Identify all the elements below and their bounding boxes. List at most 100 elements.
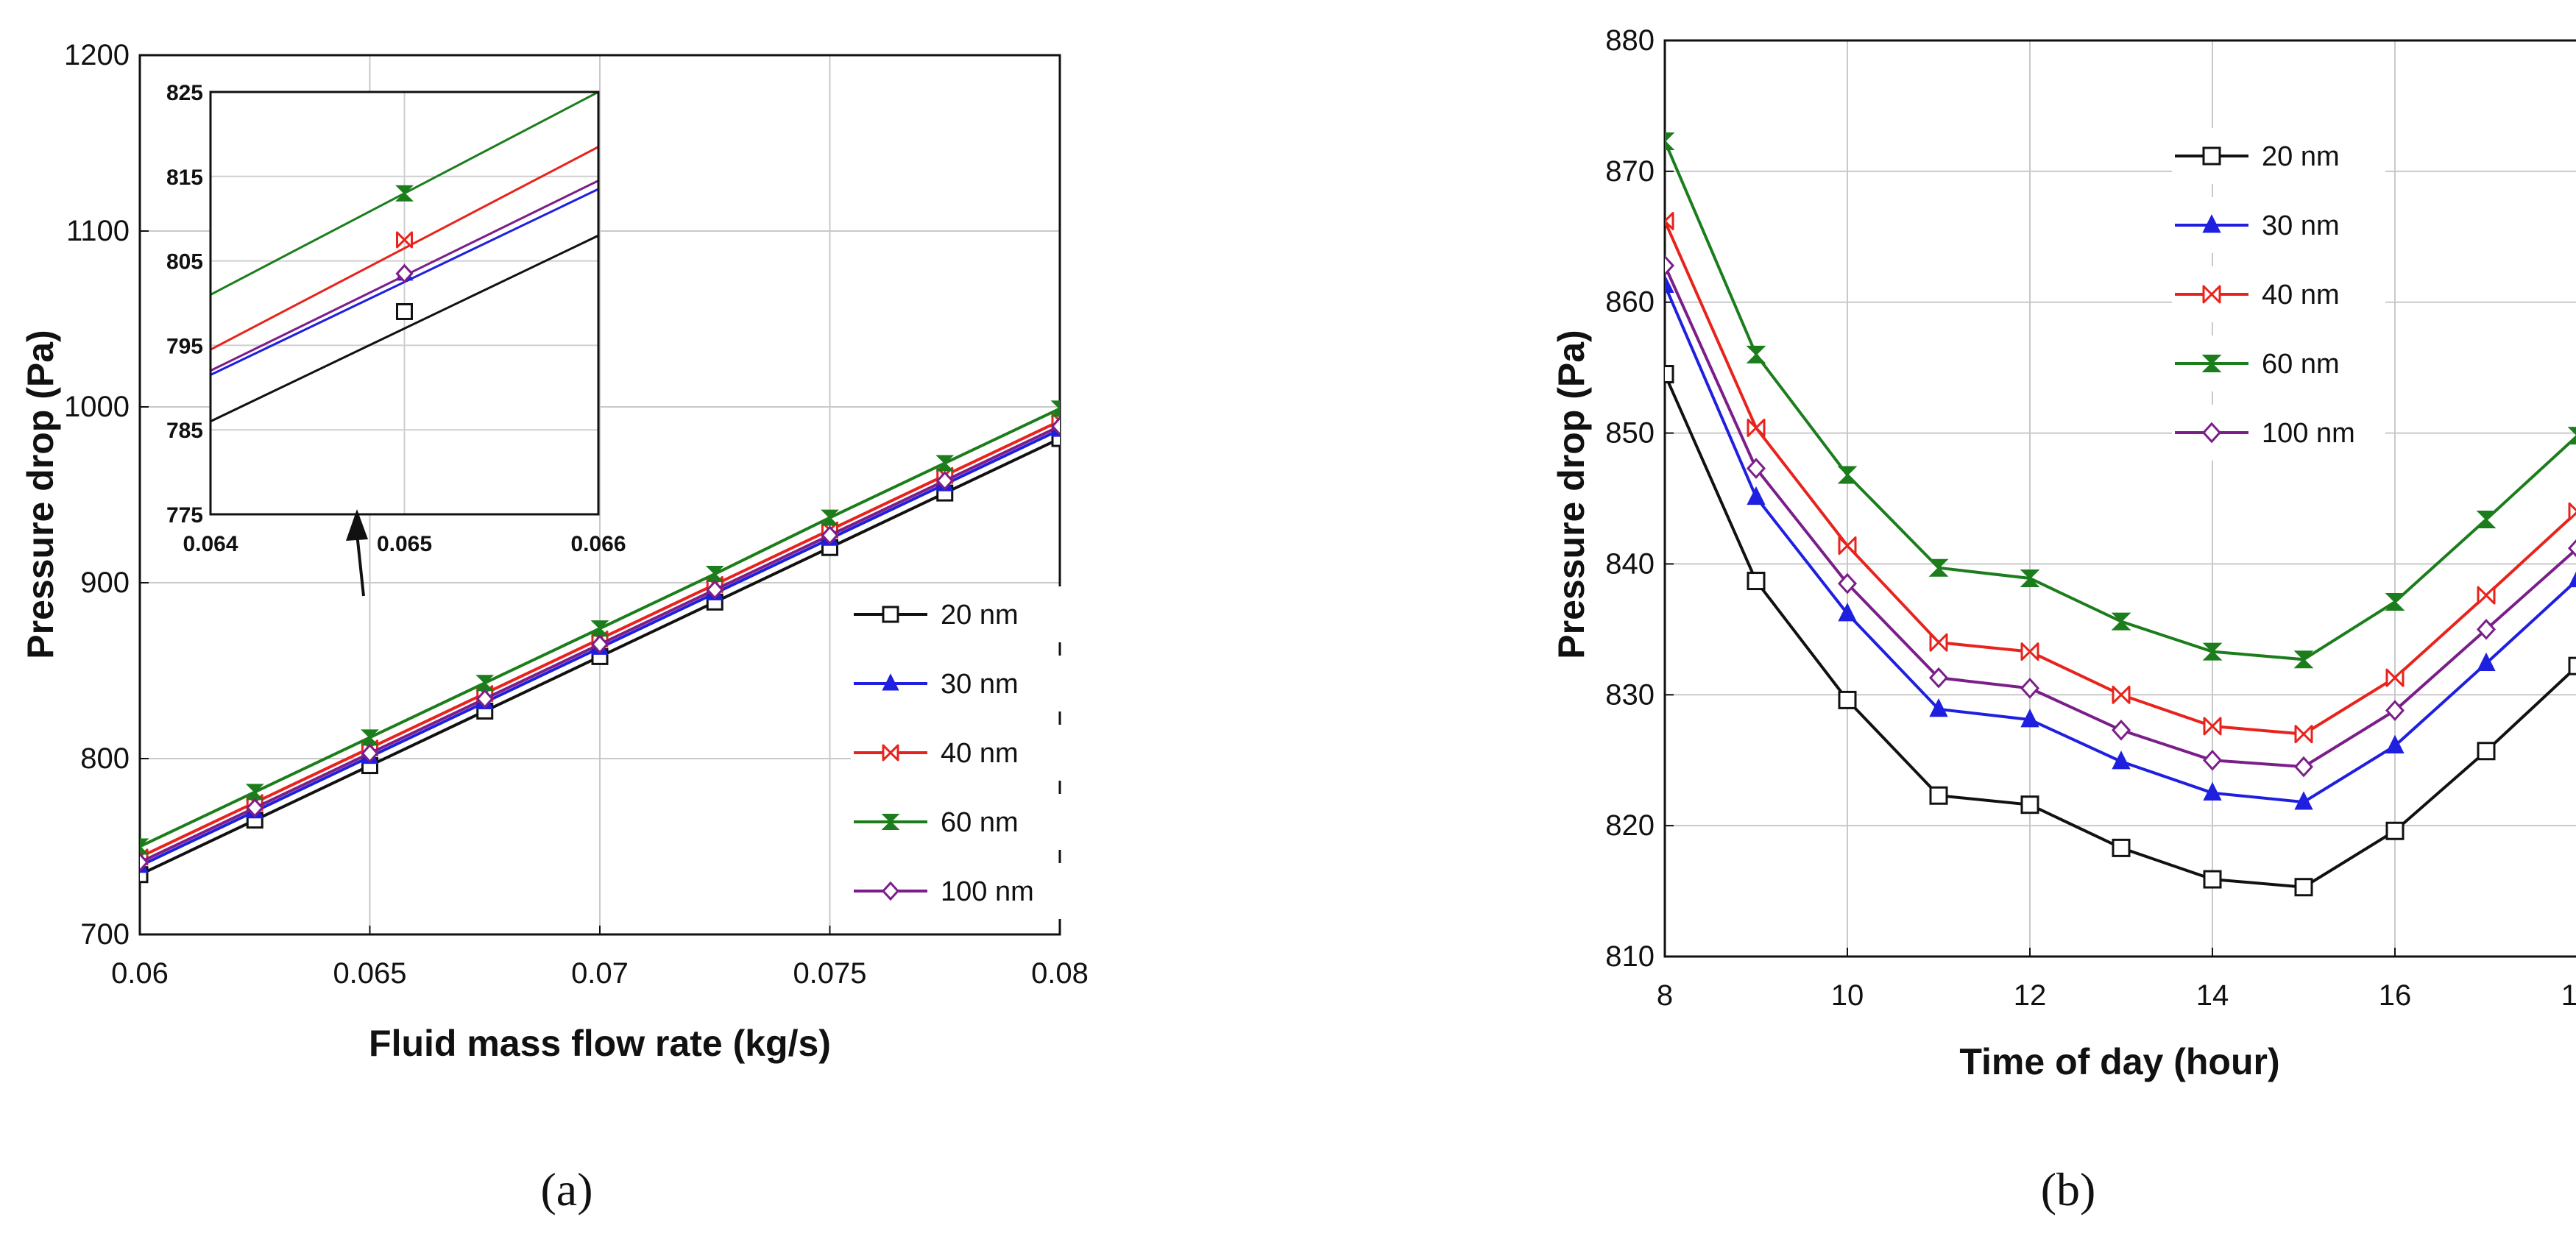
- point-100-nm-7: [935, 471, 954, 491]
- inset-point-20-nm: [396, 302, 413, 320]
- point-100-nm-4: [2020, 678, 2040, 699]
- x-tick-label-0-065: 0.065: [333, 957, 406, 990]
- point-60-nm-0: [1665, 132, 1675, 150]
- y-tick-label-840: 840: [1605, 547, 1655, 580]
- inset-point-40-nm: [396, 231, 413, 249]
- x-tick-label-0-08: 0.08: [1031, 957, 1089, 990]
- y-tick-label-1200: 1200: [64, 39, 130, 71]
- point-30-nm-9: [2477, 652, 2496, 671]
- inset-a: 775 785 795 805 815 825 0.064 0.065 0.066: [166, 81, 626, 556]
- x-tick-label-14: 14: [2196, 979, 2229, 1012]
- inset-point-60-nm: [395, 185, 414, 202]
- point-20-nm-8: [1051, 430, 1060, 447]
- y-tick-label-1100: 1100: [66, 215, 130, 247]
- point-60-nm-2: [361, 729, 379, 746]
- inset-series-20-nm: [210, 234, 598, 423]
- series-60-nm: [140, 400, 1060, 855]
- legend-label-b-20-nm: 20 nm: [2262, 141, 2340, 172]
- series-a: [140, 400, 1060, 884]
- legend-marker-b-100-nm: [2201, 422, 2222, 444]
- point-60-nm-1: [245, 784, 264, 801]
- point-60-nm-6: [821, 509, 839, 526]
- x-tick-label-16: 16: [2379, 979, 2412, 1012]
- line-100-nm: [1665, 265, 2576, 769]
- x-tick-label-0-06: 0.06: [111, 957, 169, 990]
- y-tick-label-860: 860: [1605, 286, 1655, 319]
- point-100-nm-8: [2385, 700, 2405, 721]
- series-b: [1665, 132, 2576, 897]
- point-60-nm-4: [590, 620, 609, 637]
- point-40-nm-6: [2203, 717, 2222, 736]
- point-30-nm-3: [1929, 698, 1948, 717]
- point-60-nm-8: [1050, 400, 1060, 417]
- legend-marker-b-40-nm: [2202, 285, 2221, 304]
- zoom-arrow: [346, 509, 368, 597]
- x-tick-label-8: 8: [1657, 979, 1673, 1012]
- point-20-nm-4: [2020, 795, 2039, 815]
- point-30-nm-8: [2385, 734, 2405, 753]
- legend-label-a-20-nm: 20 nm: [941, 600, 1019, 631]
- inset-point-100-nm: [395, 263, 414, 284]
- legend-b: 20 nm 30 nm 40 nm 60 nm 100 nm: [2172, 128, 2385, 461]
- grid-b: [1664, 40, 2576, 957]
- point-30-nm-10: [2568, 571, 2576, 588]
- point-60-nm-1: [1746, 345, 1766, 363]
- point-40-nm-0: [1665, 211, 1674, 230]
- point-60-nm-7: [935, 455, 955, 472]
- point-60-nm-4: [2020, 569, 2040, 587]
- legend-marker-b-30-nm: [2202, 214, 2221, 233]
- panel-a: 700 800 900 1000 1100 1200 0.06 0.065 0.07 0.075…: [20, 39, 1089, 1216]
- series-100-nm: [140, 416, 1060, 873]
- x-ticks-a: 0.06 0.065 0.07 0.075 0.08: [111, 926, 1089, 990]
- inset-x-tick-label-0-064: 0.064: [183, 532, 238, 556]
- y-tick-label-850: 850: [1605, 417, 1655, 450]
- legend-label-b-60-nm: 60 nm: [2262, 349, 2340, 380]
- point-100-nm-1: [246, 798, 264, 818]
- legend-a: 20 nm 30 nm 40 nm 60 nm 100 nm: [851, 586, 1064, 919]
- y-ticks-b: 810 820 830 840 850 860 870 880: [1605, 24, 1674, 973]
- plot-frame-b: [1663, 39, 2576, 958]
- line-20-nm: [1665, 373, 2576, 889]
- legend-label-b-40-nm: 40 nm: [2262, 280, 2340, 310]
- y-tick-label-810: 810: [1605, 940, 1655, 973]
- x-tick-label-0-07: 0.07: [571, 957, 629, 990]
- point-30-nm-5: [2112, 750, 2131, 770]
- x-tick-label-0-075: 0.075: [793, 957, 866, 990]
- point-60-nm-0: [140, 838, 149, 855]
- point-100-nm-0: [1665, 255, 1675, 277]
- point-20-nm-0: [140, 866, 149, 884]
- point-100-nm-2: [1837, 572, 1858, 595]
- point-20-nm-10: [2568, 656, 2576, 675]
- legend-marker-a-20-nm: [882, 606, 899, 623]
- legend-label-a-30-nm: 30 nm: [941, 669, 1019, 700]
- inset-y-tick-label-805: 805: [166, 250, 203, 274]
- legend-marker-b-60-nm: [2201, 355, 2222, 372]
- x-ticks-b: 8 10 12 14 16 18: [1657, 948, 2576, 1012]
- inset-lines: [210, 92, 598, 423]
- point-30-nm-4: [2020, 709, 2039, 728]
- point-60-nm-8: [2385, 593, 2405, 611]
- inset-y-tick-label-795: 795: [166, 334, 203, 358]
- legend-marker-a-30-nm: [882, 673, 899, 691]
- point-100-nm-3: [475, 689, 494, 709]
- point-60-nm-3: [475, 675, 495, 692]
- legend-label-a-100-nm: 100 nm: [941, 876, 1034, 907]
- x-tick-label-18: 18: [2561, 979, 2576, 1012]
- legend-label-a-40-nm: 40 nm: [941, 738, 1019, 769]
- legend-marker-b-20-nm: [2202, 146, 2221, 166]
- point-100-nm-6: [821, 525, 839, 545]
- point-40-nm-7: [2294, 725, 2313, 744]
- point-20-nm-7: [2294, 878, 2313, 897]
- inset-y-tick-label-785: 785: [166, 419, 203, 443]
- point-40-nm-3: [1929, 633, 1948, 652]
- point-100-nm-5: [2111, 719, 2131, 741]
- point-30-nm-1: [1747, 486, 1766, 505]
- series-20-nm: [1665, 365, 2576, 897]
- series-40-nm: [1665, 211, 2576, 744]
- legend-marker-a-40-nm: [882, 744, 899, 762]
- point-20-nm-5: [2112, 838, 2131, 857]
- inset-line-40-nm: [210, 146, 598, 351]
- point-40-nm-8: [2385, 668, 2405, 687]
- x-tick-label-10: 10: [1831, 979, 1864, 1012]
